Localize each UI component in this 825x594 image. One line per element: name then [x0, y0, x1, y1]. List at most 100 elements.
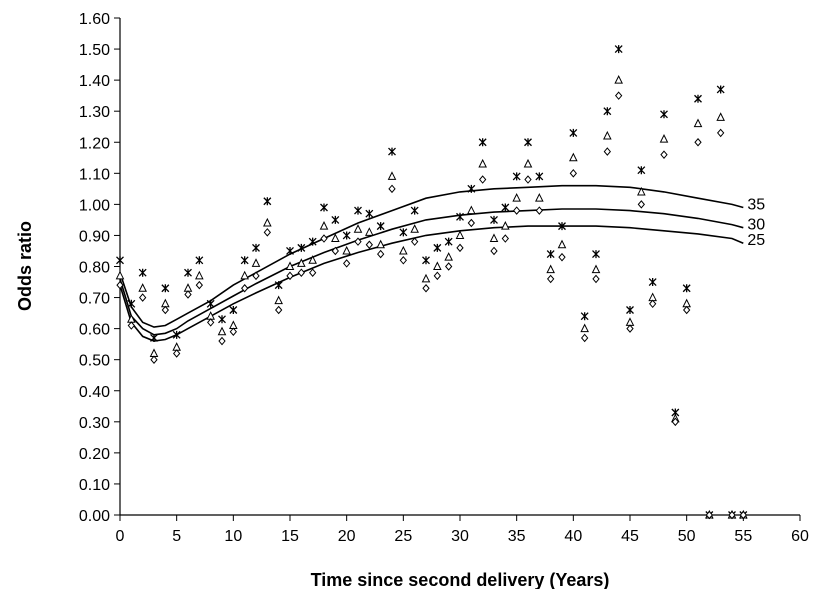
- marker-asterisk: [626, 305, 634, 314]
- marker-asterisk: [263, 197, 272, 206]
- marker-asterisk: [512, 172, 521, 181]
- marker-diamond: [320, 234, 328, 243]
- marker-diamond: [309, 268, 317, 277]
- marker-triangle: [319, 221, 329, 230]
- marker-triangle: [659, 134, 669, 143]
- marker-diamond: [343, 259, 351, 268]
- marker-diamond: [161, 305, 169, 315]
- marker-triangle: [614, 75, 623, 84]
- marker-diamond: [717, 128, 725, 138]
- y-tick-label: 0.60: [79, 322, 110, 339]
- marker-asterisk: [116, 256, 124, 265]
- marker-diamond: [501, 234, 509, 243]
- y-tick-label: 1.40: [79, 73, 110, 90]
- marker-triangle: [523, 158, 533, 168]
- x-tick-label: 35: [508, 528, 526, 545]
- marker-triangle: [716, 112, 725, 121]
- x-tick-label: 45: [621, 528, 639, 545]
- marker-asterisk: [240, 256, 249, 265]
- marker-diamond: [297, 268, 305, 277]
- marker-diamond: [558, 252, 566, 262]
- y-tick-label: 1.60: [79, 11, 110, 28]
- y-axis-title: Odds ratio: [15, 221, 35, 311]
- marker-diamond: [388, 184, 396, 194]
- marker-diamond: [433, 271, 441, 281]
- curve-label-30: 30: [747, 217, 765, 234]
- marker-triangle: [376, 239, 385, 249]
- marker-asterisk: [716, 85, 725, 94]
- marker-diamond: [422, 283, 430, 293]
- marker-triangle: [217, 326, 227, 336]
- marker-diamond: [728, 510, 736, 520]
- marker-asterisk: [388, 147, 396, 156]
- marker-triangle: [444, 252, 453, 261]
- marker-asterisk: [127, 299, 136, 308]
- marker-asterisk: [172, 330, 181, 339]
- marker-triangle: [115, 270, 125, 280]
- marker-diamond: [683, 305, 691, 315]
- marker-asterisk: [184, 268, 192, 277]
- marker-diamond: [252, 271, 260, 281]
- marker-diamond: [581, 333, 589, 343]
- marker-asterisk: [637, 166, 646, 175]
- marker-triangle: [637, 186, 646, 196]
- marker-diamond: [637, 200, 645, 209]
- marker-asterisk: [297, 243, 306, 252]
- marker-diamond: [490, 246, 498, 256]
- marker-diamond: [705, 510, 713, 520]
- marker-diamond: [524, 175, 532, 184]
- marker-triangle: [138, 283, 147, 292]
- marker-triangle: [331, 233, 340, 243]
- marker-asterisk: [422, 256, 430, 265]
- marker-triangle: [569, 152, 578, 162]
- marker-diamond: [547, 274, 555, 284]
- x-tick-label: 30: [451, 528, 469, 545]
- marker-diamond: [456, 243, 464, 253]
- x-tick-label: 0: [116, 528, 125, 545]
- marker-triangle: [467, 205, 476, 215]
- curve-label-25: 25: [747, 232, 765, 249]
- marker-asterisk: [161, 284, 170, 293]
- marker-asterisk: [365, 209, 374, 218]
- marker-asterisk: [546, 250, 555, 259]
- marker-diamond: [286, 271, 294, 281]
- marker-triangle: [387, 171, 397, 180]
- marker-asterisk: [682, 284, 691, 293]
- marker-triangle: [557, 239, 567, 249]
- axes: 0.00 0.10 0.20 0.30 0.40 0.50 0.60 0.70 0.80 0.90…: [79, 11, 809, 545]
- x-axis-title: Time since second delivery (Years): [311, 570, 610, 589]
- marker-triangle: [353, 224, 363, 233]
- marker-asterisk: [218, 315, 226, 324]
- marker-diamond: [445, 262, 453, 271]
- curve-label-35: 35: [747, 196, 765, 213]
- marker-diamond: [694, 137, 702, 147]
- y-tick-label: 1.50: [79, 42, 110, 59]
- marker-asterisk: [252, 243, 260, 252]
- marker-triangle: [365, 227, 374, 236]
- x-tick-label: 5: [172, 528, 181, 545]
- x-tick-label: 50: [678, 528, 696, 545]
- marker-diamond: [116, 280, 124, 290]
- marker-diamond: [513, 206, 521, 215]
- curve-30: [119, 208, 744, 336]
- marker-triangle: [489, 233, 499, 243]
- marker-diamond: [739, 510, 747, 520]
- marker-asterisk: [524, 138, 532, 147]
- marker-triangle: [251, 258, 261, 267]
- marker-triangle: [512, 193, 521, 202]
- marker-asterisk: [501, 203, 510, 212]
- marker-asterisk: [444, 237, 453, 246]
- y-tick-label: 0.40: [79, 384, 110, 401]
- marker-triangle: [240, 270, 249, 280]
- marker-triangle: [263, 217, 272, 227]
- marker-diamond: [603, 147, 611, 156]
- marker-triangle: [308, 255, 317, 264]
- marker-diamond: [592, 274, 600, 284]
- y-tick-label: 1.20: [79, 135, 110, 152]
- marker-asterisk: [150, 333, 158, 342]
- marker-asterisk: [603, 107, 612, 116]
- marker-asterisk: [490, 215, 498, 224]
- marker-asterisk: [138, 268, 147, 277]
- marker-diamond: [569, 169, 577, 178]
